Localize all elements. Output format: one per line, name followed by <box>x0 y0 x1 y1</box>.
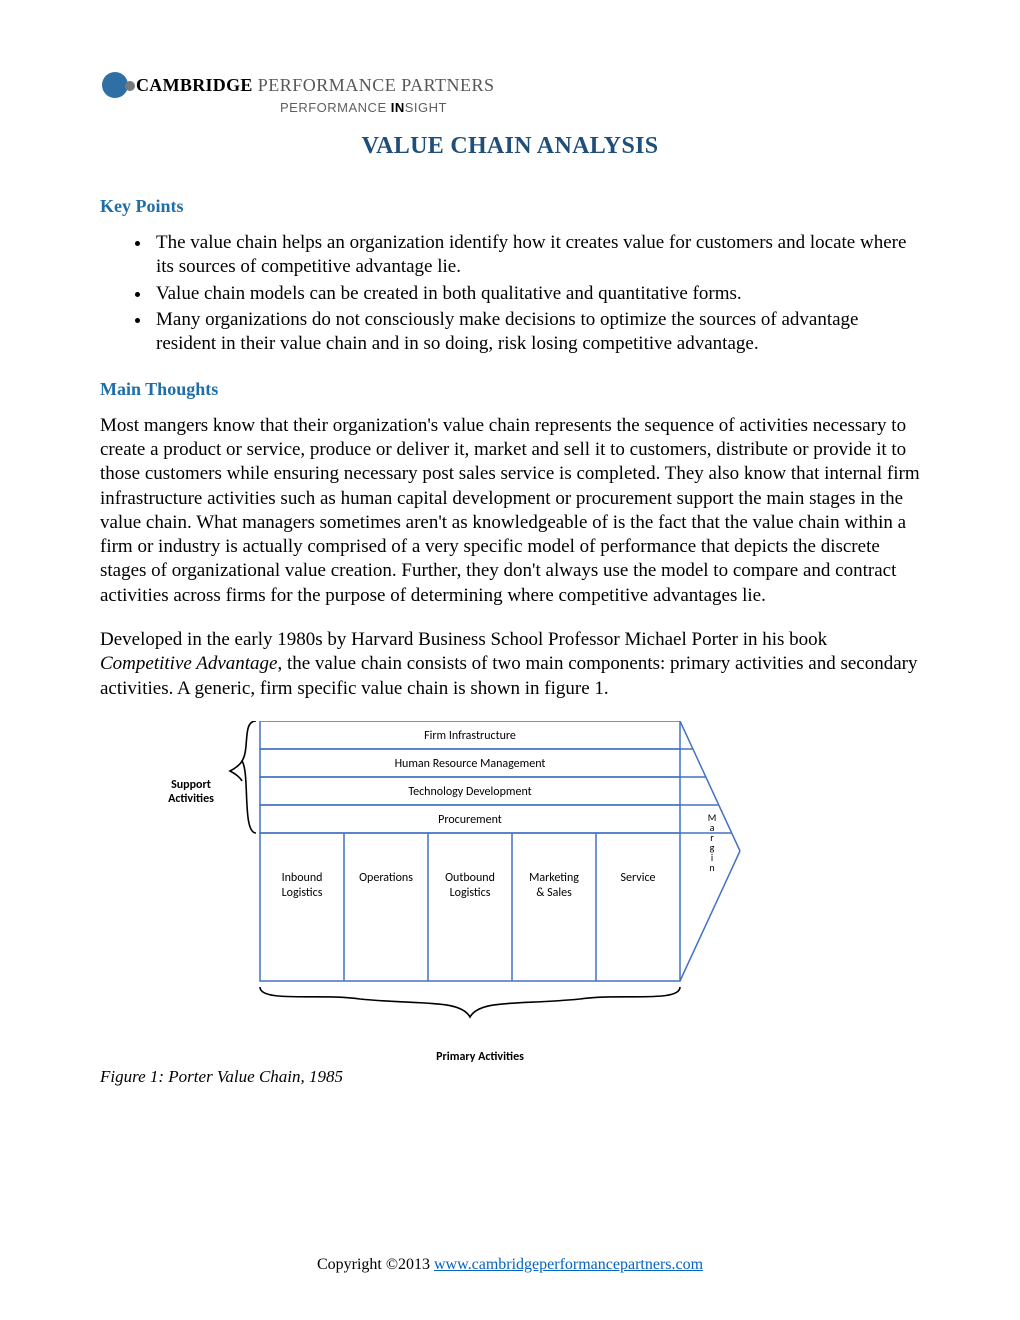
key-points-list: The value chain helps an organization id… <box>100 231 920 357</box>
page-title: VALUE CHAIN ANALYSIS <box>100 133 920 160</box>
support-row-label: Procurement <box>438 813 502 827</box>
svg-text:Service: Service <box>621 871 656 885</box>
logo-tagline: PERFORMANCE INSIGHT <box>280 100 920 115</box>
heading-main-thoughts: Main Thoughts <box>100 379 920 400</box>
svg-text:& Sales: & Sales <box>536 886 572 900</box>
svg-text:Operations: Operations <box>359 871 413 885</box>
value-chain-diagram: Support Activities <box>160 721 800 1061</box>
company-logo: CAMBRIDGE PERFORMANCE PARTNERS PERFORMAN… <box>100 70 920 115</box>
svg-text:Logistics: Logistics <box>450 886 491 900</box>
svg-text:Marketing: Marketing <box>529 871 579 885</box>
primary-activities-label: Primary Activities <box>430 1051 530 1065</box>
body-paragraph: Most mangers know that their organizatio… <box>100 414 920 609</box>
figure-caption: Figure 1: Porter Value Chain, 1985 <box>100 1067 920 1087</box>
support-row-label: Human Resource Management <box>395 757 546 771</box>
logo-mark-icon <box>100 70 136 100</box>
support-row-label: Firm Infrastructure <box>424 729 516 743</box>
list-item: The value chain helps an organization id… <box>152 231 920 280</box>
logo-wordmark: CAMBRIDGE PERFORMANCE PARTNERS <box>136 75 495 96</box>
list-item: Value chain models can be created in bot… <box>152 282 920 306</box>
footer-link[interactable]: www.cambridgeperformancepartners.com <box>434 1256 703 1273</box>
support-row-label: Technology Development <box>408 785 531 799</box>
svg-text:Logistics: Logistics <box>282 886 323 900</box>
svg-text:Outbound: Outbound <box>445 871 495 885</box>
svg-text:n: n <box>709 861 714 874</box>
heading-key-points: Key Points <box>100 196 920 217</box>
page-footer: Copyright ©2013 www.cambridgeperformance… <box>0 1256 1020 1274</box>
list-item: Many organizations do not consciously ma… <box>152 308 920 357</box>
brace-icon <box>260 987 680 1017</box>
brace-icon <box>242 721 256 833</box>
svg-text:Inbound: Inbound <box>282 871 323 885</box>
body-paragraph: Developed in the early 1980s by Harvard … <box>100 628 920 701</box>
